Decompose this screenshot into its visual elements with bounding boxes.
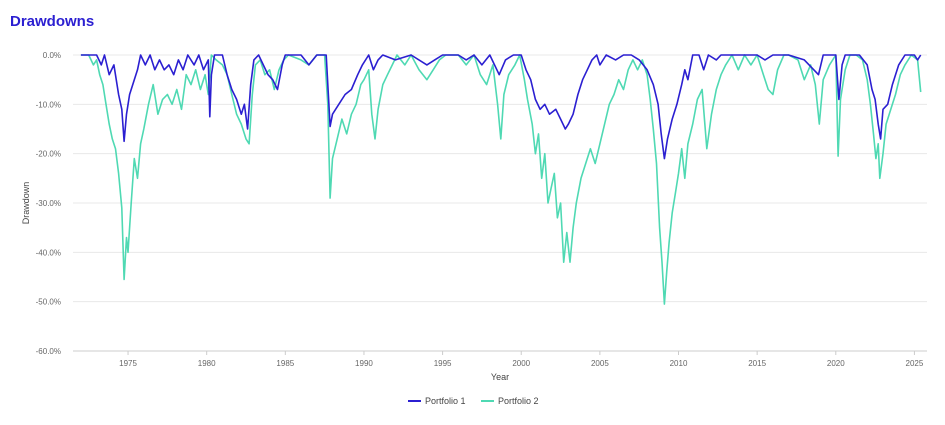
legend-item-portfolio-1[interactable]: Portfolio 1 — [408, 396, 466, 406]
x-tick-label: 2010 — [670, 359, 688, 368]
y-tick-label: -60.0% — [36, 347, 61, 356]
x-tick-label: 2005 — [591, 359, 609, 368]
x-tick-label: 2020 — [827, 359, 845, 368]
x-axis-ticks: 1975 1980 1985 1990 1995 2000 2005 2010 2015 2020… — [119, 351, 924, 368]
series-lines — [80, 54, 922, 305]
y-tick-label: -30.0% — [36, 199, 61, 208]
series-line-portfolio-2 — [80, 54, 922, 305]
legend[interactable]: Portfolio 1 Portfolio 2 — [408, 396, 539, 406]
y-axis-label: Drawdown — [21, 182, 31, 225]
x-tick-label: 1975 — [119, 359, 137, 368]
y-tick-label: -40.0% — [36, 248, 61, 257]
x-tick-label: 2000 — [512, 359, 530, 368]
legend-label: Portfolio 2 — [498, 396, 539, 406]
legend-item-portfolio-2[interactable]: Portfolio 2 — [481, 396, 539, 406]
grid — [73, 54, 927, 352]
y-axis-ticks: 0.0% -10.0% -20.0% -30.0% -40.0% -50.0% -60.0% — [36, 51, 61, 356]
x-tick-label: 2025 — [906, 359, 924, 368]
legend-label: Portfolio 1 — [425, 396, 466, 406]
x-tick-label: 1980 — [198, 359, 216, 368]
x-tick-label: 1985 — [276, 359, 294, 368]
x-tick-label: 1990 — [355, 359, 373, 368]
x-axis-label: Year — [491, 372, 509, 382]
y-tick-label: -10.0% — [36, 100, 61, 109]
chart-title: Drawdowns — [10, 13, 95, 30]
x-tick-label: 1995 — [434, 359, 452, 368]
x-tick-label: 2015 — [748, 359, 766, 368]
y-tick-label: -20.0% — [36, 150, 61, 159]
y-tick-label: 0.0% — [43, 51, 61, 60]
series-line-portfolio-1 — [80, 54, 922, 160]
y-tick-label: -50.0% — [36, 298, 61, 307]
